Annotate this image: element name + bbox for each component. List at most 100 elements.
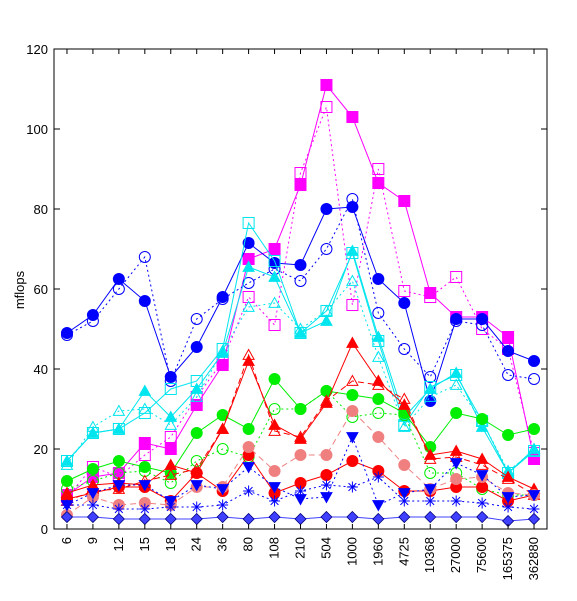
series-0-point xyxy=(164,443,177,455)
series-12-point xyxy=(346,405,359,417)
series-14-point xyxy=(269,495,281,507)
y-tick-label: 60 xyxy=(34,282,48,297)
series-1-point xyxy=(138,449,151,461)
series-7-point xyxy=(138,461,151,473)
series-14-point xyxy=(243,485,255,497)
series-5-point xyxy=(190,375,203,387)
series-0-point xyxy=(346,111,359,123)
series-15-point xyxy=(268,510,281,524)
series-2-point xyxy=(372,273,385,285)
series-6-point xyxy=(216,344,230,356)
axes-layer: 0 20 40 60 80 100 120 6 9 12 15 18 24 36 80 108 210 504 10… xyxy=(26,42,548,580)
x-tick-label: 1000 xyxy=(344,537,359,566)
series-1-point xyxy=(320,101,333,113)
series-13-point xyxy=(242,462,255,474)
series-7-point xyxy=(242,423,255,435)
series-15 xyxy=(60,510,541,528)
series-14-point xyxy=(502,501,514,513)
series-15-point xyxy=(346,510,359,524)
series-6-point xyxy=(138,402,152,414)
series-1-point xyxy=(294,167,307,179)
series-0-point xyxy=(502,331,515,343)
series-10-point xyxy=(346,374,359,386)
series-8-point xyxy=(372,407,385,419)
series-14-point xyxy=(424,495,436,507)
series-13 xyxy=(60,432,541,512)
series-13-point xyxy=(190,480,204,492)
series-6-point xyxy=(86,420,100,432)
series-6-point xyxy=(423,390,437,402)
series-10-point xyxy=(164,468,178,480)
series-3-point xyxy=(294,275,307,287)
series-9-point xyxy=(346,336,359,348)
x-tick-label: 504 xyxy=(318,537,333,559)
series-14-point xyxy=(87,499,99,511)
series-1-point xyxy=(450,271,463,283)
x-tick-label: 15 xyxy=(137,537,152,551)
series-12-point xyxy=(242,441,255,453)
series-11-point xyxy=(190,467,203,479)
series-10-point xyxy=(242,348,255,360)
series-7-point xyxy=(86,463,99,475)
series-9-point xyxy=(475,452,489,464)
y-tick-label: 120 xyxy=(26,42,48,57)
series-6-point xyxy=(371,350,385,362)
series-2-point xyxy=(528,355,541,367)
series-12-point xyxy=(398,459,411,471)
series-7-point xyxy=(112,455,125,467)
series-4-point xyxy=(164,410,178,422)
series-14 xyxy=(61,471,540,515)
series-13-point xyxy=(397,488,411,500)
series-6-point xyxy=(527,444,541,456)
series-6-point xyxy=(449,378,463,390)
series-1-point xyxy=(164,431,177,443)
x-tick-label: 210 xyxy=(293,537,308,559)
x-tick-label: 165375 xyxy=(500,537,515,580)
series-1-point xyxy=(346,299,359,311)
series-15-point xyxy=(86,510,99,524)
series-2 xyxy=(60,201,541,407)
x-tick-label: 1960 xyxy=(370,537,385,566)
y-tick-label: 100 xyxy=(26,122,48,137)
series-12-point xyxy=(372,431,385,443)
x-tick-label: 36 xyxy=(215,537,230,551)
x-tick-label: 80 xyxy=(241,537,256,551)
series-5-point xyxy=(372,335,385,347)
series-12-point xyxy=(294,449,307,461)
series-0-point xyxy=(398,195,411,207)
series-7-point xyxy=(476,413,489,425)
series-6-point xyxy=(268,296,281,308)
series-14-point xyxy=(217,499,229,511)
series-15-point xyxy=(398,510,411,524)
series-6-point xyxy=(60,458,74,470)
x-tick-label: 12 xyxy=(111,537,126,551)
series-12-point xyxy=(450,473,463,485)
series-7-point xyxy=(372,393,385,405)
series-4-point xyxy=(242,260,255,272)
series-3-point xyxy=(476,319,489,331)
series-7-point xyxy=(346,389,359,401)
series-13-point xyxy=(320,492,333,504)
series-14-point xyxy=(528,503,540,515)
series-5-point xyxy=(346,247,359,259)
series-13-point xyxy=(346,432,359,444)
series-10-point xyxy=(320,394,333,406)
series-2-point xyxy=(502,345,515,357)
series-1-point xyxy=(398,285,411,297)
series-layer xyxy=(60,79,541,528)
series-14-point xyxy=(295,485,306,497)
series-3-point xyxy=(398,343,411,355)
series-12-point xyxy=(320,449,333,461)
series-3-point xyxy=(86,315,99,327)
series-3-point xyxy=(60,329,73,341)
series-0-point xyxy=(372,177,385,189)
series-14-point xyxy=(476,497,488,509)
series-15-point xyxy=(476,510,489,524)
series-14-point xyxy=(113,503,125,515)
x-tick-label: 75600 xyxy=(474,537,489,573)
series-14-point xyxy=(191,501,203,513)
series-9-point xyxy=(449,444,463,456)
series-7-point xyxy=(268,373,281,385)
series-13-point xyxy=(423,484,437,496)
series-5-point xyxy=(60,455,73,467)
